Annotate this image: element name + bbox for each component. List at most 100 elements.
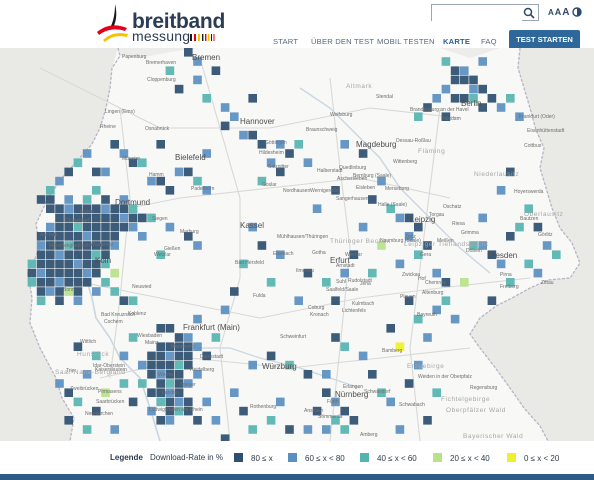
coverage-cell[interactable]	[414, 222, 423, 232]
coverage-cell[interactable]	[156, 342, 165, 351]
start-test-button[interactable]: TEST STARTEN	[509, 30, 580, 49]
coverage-cell[interactable]	[73, 342, 83, 351]
coverage-cell[interactable]	[55, 259, 64, 269]
coverage-cell[interactable]	[312, 204, 322, 213]
contrast-icon[interactable]	[572, 7, 582, 17]
coverage-cell[interactable]	[64, 278, 73, 287]
coverage-cell[interactable]	[193, 75, 202, 85]
coverage-cell[interactable]	[404, 379, 414, 388]
coverage-cell[interactable]	[193, 241, 202, 250]
search-field[interactable]	[432, 8, 522, 23]
coverage-cell[interactable]	[46, 259, 55, 269]
coverage-cell[interactable]	[101, 250, 110, 259]
coverage-cell[interactable]	[147, 176, 156, 186]
coverage-cell[interactable]	[165, 388, 175, 397]
coverage-cell[interactable]	[331, 416, 340, 425]
coverage-cell[interactable]	[82, 259, 92, 269]
coverage-cell[interactable]	[119, 296, 129, 305]
coverage-cell[interactable]	[174, 388, 184, 397]
coverage-cell[interactable]	[257, 241, 267, 250]
coverage-cell[interactable]	[174, 406, 184, 416]
coverage-cell[interactable]	[220, 103, 230, 112]
coverage-cell[interactable]	[174, 167, 184, 177]
coverage-cell[interactable]	[487, 250, 497, 259]
coverage-cell[interactable]	[101, 259, 110, 269]
coverage-cell[interactable]	[276, 397, 285, 407]
coverage-cell[interactable]	[386, 397, 395, 407]
coverage-cell[interactable]	[423, 333, 432, 342]
coverage-cell[interactable]	[450, 94, 460, 103]
coverage-cell[interactable]	[156, 360, 165, 370]
coverage-cell[interactable]	[55, 232, 64, 241]
coverage-cell[interactable]	[119, 213, 129, 223]
coverage-cell[interactable]	[110, 287, 119, 296]
coverage-cell[interactable]	[36, 296, 46, 305]
coverage-cell[interactable]	[165, 186, 175, 195]
coverage-cell[interactable]	[294, 140, 303, 149]
coverage-cell[interactable]	[423, 416, 432, 425]
coverage-cell[interactable]	[239, 259, 248, 269]
coverage-cell[interactable]	[496, 103, 506, 112]
coverage-cell[interactable]	[64, 204, 73, 213]
coverage-cell[interactable]	[156, 379, 165, 388]
coverage-cell[interactable]	[165, 351, 175, 361]
coverage-cell[interactable]	[73, 250, 83, 259]
coverage-cell[interactable]	[312, 406, 322, 416]
coverage-cell[interactable]	[36, 250, 46, 259]
coverage-cell[interactable]	[138, 379, 147, 388]
coverage-cell[interactable]	[184, 397, 193, 407]
coverage-cell[interactable]	[73, 397, 83, 407]
coverage-cell[interactable]	[414, 250, 423, 259]
coverage-cell[interactable]	[119, 222, 129, 232]
coverage-cell[interactable]	[165, 406, 175, 416]
coverage-cell[interactable]	[423, 103, 432, 112]
nav-mobile-test[interactable]: MOBIL TESTEN	[377, 37, 435, 46]
coverage-cell[interactable]	[395, 213, 405, 223]
coverage-cell[interactable]	[46, 241, 55, 250]
coverage-cell[interactable]	[248, 130, 257, 140]
coverage-cell[interactable]	[478, 103, 487, 112]
coverage-cell[interactable]	[82, 250, 92, 259]
coverage-cell[interactable]	[174, 342, 184, 351]
coverage-cell[interactable]	[202, 186, 211, 195]
coverage-cell[interactable]	[478, 84, 487, 94]
coverage-cell[interactable]	[55, 250, 64, 259]
coverage-cell[interactable]	[285, 425, 294, 434]
coverage-cell[interactable]	[101, 167, 110, 177]
coverage-cell[interactable]	[64, 222, 73, 232]
coverage-cell[interactable]	[276, 140, 285, 149]
coverage-cell[interactable]	[73, 158, 83, 167]
coverage-cell[interactable]	[340, 406, 349, 416]
coverage-cell[interactable]	[55, 287, 64, 296]
coverage-cell[interactable]	[36, 259, 46, 269]
coverage-cell[interactable]	[64, 232, 73, 241]
coverage-cell[interactable]	[82, 278, 92, 287]
coverage-cell[interactable]	[542, 241, 552, 250]
coverage-cell[interactable]	[395, 342, 405, 351]
coverage-cell[interactable]	[156, 351, 165, 361]
coverage-cell[interactable]	[515, 112, 524, 121]
coverage-cell[interactable]	[230, 112, 239, 121]
coverage-cell[interactable]	[432, 388, 441, 397]
coverage-cell[interactable]	[515, 222, 524, 232]
coverage-cell[interactable]	[101, 222, 110, 232]
coverage-cell[interactable]	[92, 186, 101, 195]
coverage-cell[interactable]	[156, 324, 165, 333]
coverage-cell[interactable]	[404, 213, 414, 223]
coverage-cell[interactable]	[110, 425, 119, 434]
coverage-cell[interactable]	[220, 121, 230, 131]
coverage-cell[interactable]	[322, 278, 331, 287]
coverage-cell[interactable]	[174, 84, 184, 94]
coverage-cell[interactable]	[110, 213, 119, 223]
coverage-cell[interactable]	[322, 388, 331, 397]
coverage-cell[interactable]	[193, 314, 202, 324]
coverage-cell[interactable]	[92, 232, 101, 241]
coverage-cell[interactable]	[174, 370, 184, 379]
coverage-cell[interactable]	[184, 167, 193, 177]
coverage-cell[interactable]	[82, 222, 92, 232]
coverage-cell[interactable]	[128, 204, 138, 213]
coverage-cell[interactable]	[478, 57, 487, 66]
coverage-cell[interactable]	[119, 149, 129, 158]
coverage-cell[interactable]	[128, 333, 138, 342]
coverage-cell[interactable]	[506, 94, 515, 103]
